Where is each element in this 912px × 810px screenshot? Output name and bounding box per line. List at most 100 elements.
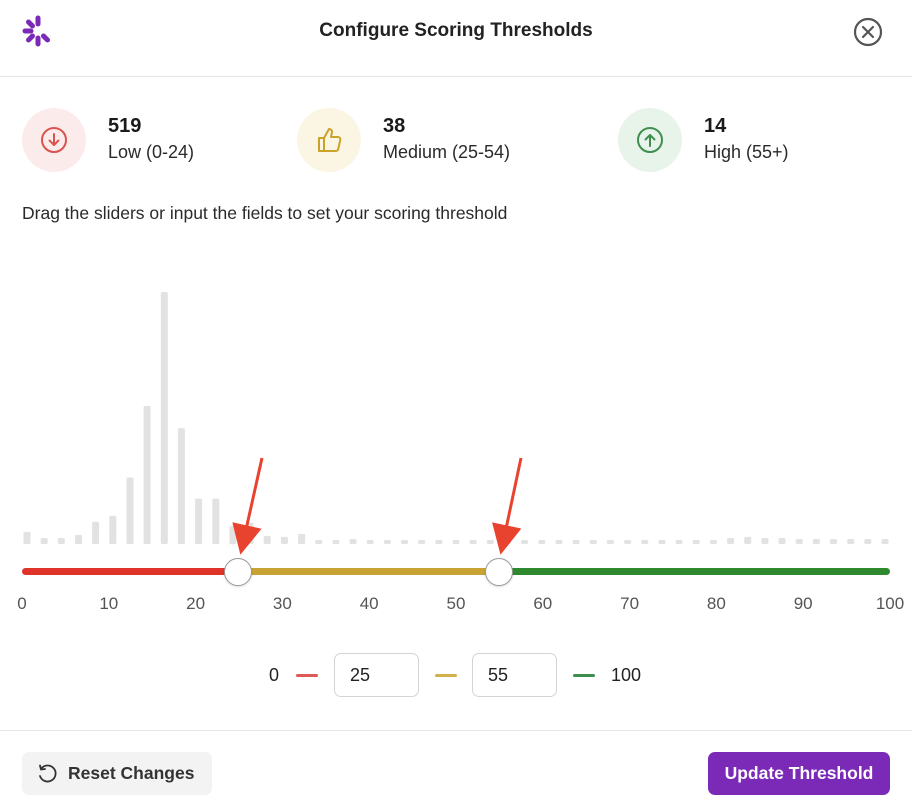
histogram-bar <box>606 540 614 544</box>
reset-changes-label: Reset Changes <box>68 763 195 783</box>
slider-track-low <box>22 568 240 575</box>
reset-changes-button[interactable]: Reset Changes <box>22 752 212 795</box>
stat-high-label: High (55+) <box>704 142 789 162</box>
histogram-bar <box>830 539 837 544</box>
histogram-bar <box>246 522 254 544</box>
low-range-dash <box>296 674 318 677</box>
stat-high: 14 High (55+) <box>618 108 878 174</box>
slider-thumb-low[interactable] <box>224 558 252 586</box>
histogram-bar <box>555 540 563 544</box>
histogram-bar <box>795 539 803 544</box>
histogram-bar <box>229 525 237 544</box>
slider-tick-10: 10 <box>99 594 119 613</box>
histogram-bar <box>658 540 666 544</box>
histogram-bar <box>589 540 597 544</box>
footer-divider <box>0 730 912 731</box>
histogram-bar <box>401 540 408 544</box>
update-threshold-label: Update Threshold <box>724 763 874 783</box>
modal-header: Configure Scoring Thresholds <box>0 0 912 77</box>
histogram-bar <box>366 540 374 544</box>
histogram-bar <box>212 498 220 544</box>
stat-low-count: 519 <box>108 115 142 137</box>
slider-tick-50: 50 <box>446 594 466 613</box>
medium-range-dash <box>435 674 457 677</box>
slider-tick-70: 70 <box>620 594 640 613</box>
close-icon[interactable] <box>852 16 884 48</box>
high-range-dash <box>573 674 595 677</box>
arrow-down-circle-icon <box>41 127 67 153</box>
range-max-label: 100 <box>611 665 642 685</box>
histogram-bar <box>418 540 426 544</box>
stat-low-label: Low (0-24) <box>108 142 195 162</box>
slider-tick-0: 0 <box>17 594 27 613</box>
histogram-bar <box>40 538 48 544</box>
histogram-bar <box>383 540 391 544</box>
histogram-bar <box>641 540 649 544</box>
histogram-bar <box>744 536 752 544</box>
histogram-bar <box>624 540 632 544</box>
histogram-bar <box>847 539 855 544</box>
slider-tick-60: 60 <box>533 594 553 613</box>
histogram-bar <box>727 538 735 544</box>
low-threshold-input[interactable] <box>334 653 419 697</box>
histogram-bar <box>195 498 203 544</box>
instructions-text: Drag the sliders or input the fields to … <box>22 203 508 223</box>
histogram-bar <box>109 515 117 544</box>
slider-tick-100: 100 <box>875 594 905 613</box>
histogram-bar <box>298 533 306 544</box>
stat-high-count: 14 <box>704 115 727 137</box>
stat-low-icon-circle <box>22 108 86 172</box>
histogram-bar <box>709 540 717 544</box>
update-threshold-button[interactable]: Update Threshold <box>708 752 890 795</box>
histogram-bar <box>538 540 546 544</box>
range-min-label: 0 <box>269 665 280 685</box>
histogram-bar <box>521 540 529 544</box>
histogram-bar <box>452 540 460 544</box>
arrow-up-circle-icon <box>637 127 663 153</box>
histogram-bar <box>778 538 786 544</box>
slider-thumb-high[interactable] <box>485 558 513 586</box>
brand-logo-icon <box>22 15 50 47</box>
slider-tick-20: 20 <box>186 594 206 613</box>
histogram-bar <box>92 521 100 544</box>
histogram-bar <box>812 539 820 544</box>
histogram-bar <box>263 535 271 544</box>
score-histogram <box>23 292 889 544</box>
histogram-bar <box>572 540 580 544</box>
stat-low: 519 Low (0-24) <box>22 108 272 174</box>
slider-tick-80: 80 <box>706 594 726 613</box>
histogram-bar <box>143 405 151 544</box>
histogram-bar <box>280 536 288 544</box>
histogram-bar <box>57 538 65 544</box>
slider-track-high <box>499 568 890 575</box>
histogram-bar <box>23 531 31 544</box>
slider-track-medium <box>238 568 501 575</box>
histogram-bar <box>486 540 494 544</box>
histogram-bar <box>675 540 683 544</box>
histogram-bar <box>469 540 477 544</box>
histogram-bar <box>435 540 443 544</box>
histogram-bar <box>761 538 769 544</box>
high-threshold-input[interactable] <box>472 653 557 697</box>
histogram-bar <box>332 540 340 544</box>
histogram-bar <box>126 477 134 544</box>
histogram-bar <box>864 539 872 544</box>
histogram-bar <box>160 292 168 544</box>
stat-medium-icon-circle <box>297 108 361 172</box>
histogram-bar <box>177 428 185 544</box>
undo-icon <box>39 764 57 782</box>
histogram-bar <box>349 539 357 544</box>
stat-medium: 38 Medium (25-54) <box>297 108 577 174</box>
histogram-bar <box>692 540 700 544</box>
stat-medium-label: Medium (25-54) <box>383 142 511 162</box>
stat-high-icon-circle <box>618 108 682 172</box>
histogram-bar <box>75 534 82 544</box>
stat-medium-count: 38 <box>383 115 406 137</box>
slider-tick-40: 40 <box>359 594 379 613</box>
slider-tick-90: 90 <box>793 594 813 613</box>
histogram-bar <box>315 540 323 544</box>
histogram-bar <box>881 539 889 544</box>
thumbs-up-icon <box>318 128 342 152</box>
slider-tick-30: 30 <box>272 594 292 613</box>
modal-title: Configure Scoring Thresholds <box>319 20 593 41</box>
